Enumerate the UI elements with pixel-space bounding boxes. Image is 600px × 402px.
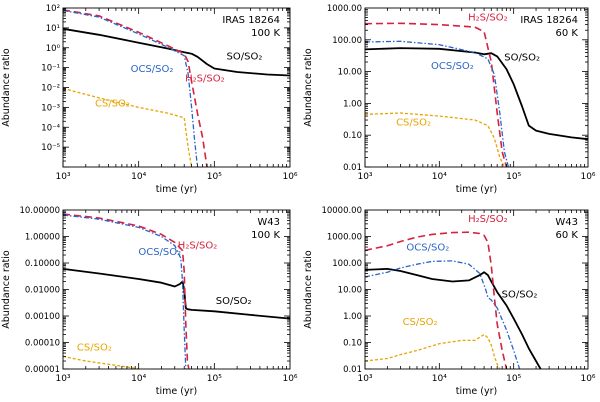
series-line-h2s	[365, 22, 508, 167]
chart-panel-bottom-left: 10³ 10⁴ 10⁵ 10⁶ 0.00001 0.00010 0.00100 0.01000…	[1, 206, 298, 397]
y-tick-label: 1.00	[343, 99, 362, 109]
series-line-so	[63, 268, 290, 320]
chart-panel-top-right: 10³ 10⁴ 10⁵ 10⁶ 0.01 0.10 1.00 10.00 100.00 1000.…	[303, 4, 596, 195]
x-tick-label: 10³	[55, 374, 70, 384]
series-line-so	[365, 47, 588, 141]
y-tick-label: 1.00000	[25, 233, 60, 243]
series-line-so	[63, 27, 290, 77]
chart-panel-top-left: 10³ 10⁴ 10⁵ 10⁶ 10⁻⁵ 10⁻⁴ 10⁻³ 10⁻² 10⁻¹ 10⁰ 10¹ 10…	[1, 4, 298, 195]
y-tick-label: 10.00	[338, 286, 362, 296]
y-axis-label: Abundance ratio	[303, 48, 314, 127]
y-tick-label: 10⁻²	[41, 84, 60, 94]
series-label-cs: CS/SO₂	[403, 317, 438, 328]
series-label-so: SO/SO₂	[502, 289, 538, 300]
y-tick-label: 0.01	[343, 163, 362, 173]
series-line-ocs	[63, 9, 199, 167]
y-tick-label: 10.00000	[19, 206, 60, 216]
x-tick-label: 10⁶	[580, 172, 595, 182]
series-line-cs	[63, 355, 141, 369]
x-tick-label: 10⁴	[131, 172, 146, 182]
y-tick-label: 10¹	[46, 24, 60, 34]
series-label-so: SO/SO₂	[216, 296, 252, 307]
series-label-h2s: H₂S/SO₂	[185, 74, 224, 85]
series-label-so: SO/SO₂	[504, 53, 540, 64]
y-tick-label: 0.10000	[25, 259, 60, 269]
x-tick-label: 10³	[55, 172, 70, 182]
x-axis-label: time (yr)	[156, 184, 197, 195]
series-label-cs: CS/SO₂	[77, 342, 112, 353]
x-tick-label: 10⁵	[506, 374, 521, 384]
y-tick-label: 1.00	[343, 312, 362, 322]
y-tick-label: 10.00	[338, 68, 362, 78]
series-line-h2s	[63, 9, 208, 167]
x-tick-label: 10⁴	[432, 374, 447, 384]
series-label-ocs: OCS/SO₂	[131, 64, 174, 75]
panel-title: 60 K	[556, 230, 579, 241]
series-label-ocs: OCS/SO₂	[138, 247, 181, 258]
y-tick-label: 100.00	[332, 259, 362, 269]
y-tick-label: 1000.00	[327, 4, 362, 14]
series-label-ocs: OCS/SO₂	[406, 242, 449, 253]
y-tick-label: 10000.00	[321, 206, 362, 216]
series-label-h2s: H₂S/SO₂	[468, 13, 507, 24]
panel-title: IRAS 18264	[222, 15, 280, 26]
series-line-cs	[365, 333, 501, 369]
y-tick-label: 0.00010	[25, 339, 60, 349]
x-tick-label: 10⁴	[131, 374, 146, 384]
x-tick-label: 10⁶	[580, 374, 595, 384]
y-tick-label: 100.00	[332, 36, 362, 46]
x-tick-label: 10³	[357, 172, 372, 182]
y-axis-label: Abundance ratio	[1, 48, 12, 127]
y-tick-label: 10²	[46, 4, 60, 14]
series-line-cs	[365, 112, 505, 167]
series-line-ocs	[365, 40, 510, 167]
y-tick-label: 1000.00	[327, 233, 362, 243]
x-tick-label: 10⁶	[282, 374, 297, 384]
x-axis-label: time (yr)	[456, 386, 497, 397]
x-tick-label: 10⁵	[506, 172, 521, 182]
panel-title: 100 K	[251, 28, 280, 39]
y-tick-label: 0.00100	[25, 312, 60, 322]
x-axis-label: time (yr)	[456, 184, 497, 195]
y-tick-label: 0.10	[343, 339, 362, 349]
y-tick-label: 10⁻⁵	[41, 143, 60, 153]
y-axis-label: Abundance ratio	[303, 250, 314, 329]
x-tick-label: 10⁶	[282, 172, 297, 182]
series-line-h2s	[365, 231, 508, 369]
y-tick-label: 0.00001	[25, 365, 60, 375]
series-label-cs: CS/SO₂	[396, 118, 431, 129]
x-tick-label: 10⁵	[207, 374, 222, 384]
y-axis-label: Abundance ratio	[1, 250, 12, 329]
y-tick-label: 10⁻³	[41, 103, 60, 113]
panel-title: W43	[257, 217, 280, 228]
x-tick-label: 10⁵	[207, 172, 222, 182]
series-label-ocs: OCS/SO₂	[431, 61, 474, 72]
y-tick-label: 0.10	[343, 131, 362, 141]
panel-title: W43	[555, 217, 578, 228]
y-tick-label: 10⁻¹	[41, 64, 60, 74]
series-line-so	[365, 268, 542, 369]
series-label-h2s: H₂S/SO₂	[178, 241, 217, 252]
y-tick-label: 10⁻⁴	[41, 123, 60, 133]
panel-title: 100 K	[251, 230, 280, 241]
series-line-ocs	[365, 260, 521, 369]
x-tick-label: 10⁴	[432, 172, 447, 182]
chart-panel-bottom-right: 10³ 10⁴ 10⁵ 10⁶ 0.01 0.10 1.00 10.00 100.00 1000.…	[303, 206, 596, 397]
series-line-cs	[63, 87, 193, 167]
series-line-h2s	[63, 213, 190, 369]
series-label-h2s: H₂S/SO₂	[468, 214, 507, 225]
series-label-so: SO/SO₂	[227, 52, 263, 63]
series-line-ocs	[63, 214, 187, 369]
x-tick-label: 10³	[357, 374, 372, 384]
x-axis-label: time (yr)	[156, 386, 197, 397]
panel-title: IRAS 18264	[520, 15, 578, 26]
panel-title: 60 K	[556, 28, 579, 39]
y-tick-label: 0.01	[343, 365, 362, 375]
y-tick-label: 0.01000	[25, 286, 60, 296]
y-tick-label: 10⁰	[46, 44, 61, 54]
series-label-cs: CS/SO₂	[95, 99, 130, 110]
plot-frame	[364, 7, 589, 168]
